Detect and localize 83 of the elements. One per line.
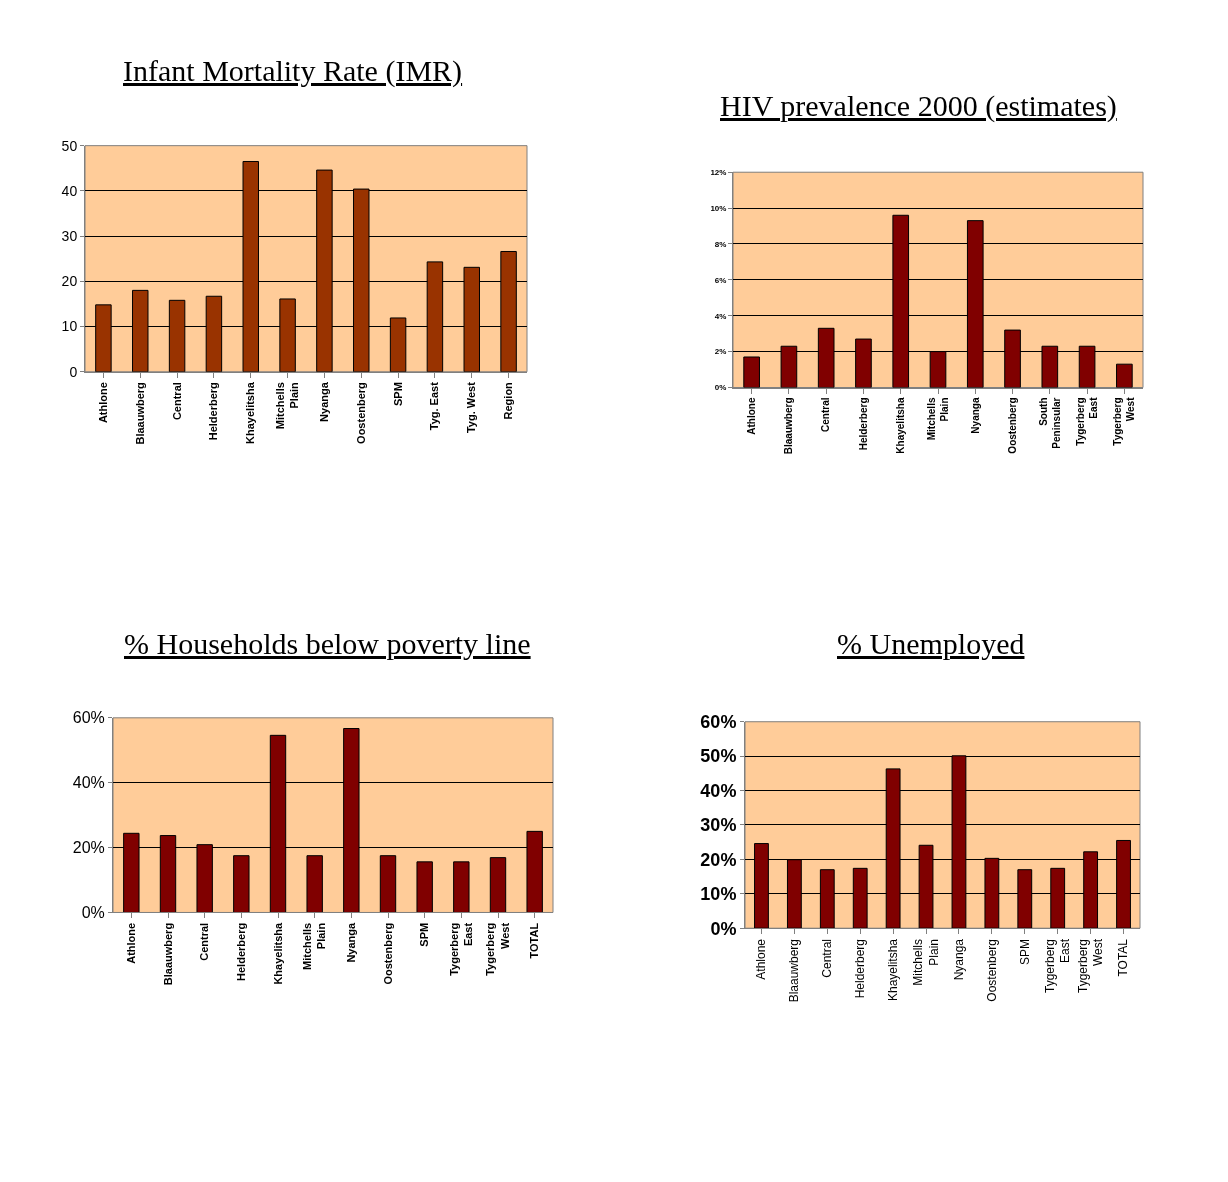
x-tick-label: Tygerberg East <box>1074 396 1099 446</box>
x-tick-label: Central <box>820 397 832 432</box>
y-tick-label: 0 <box>69 363 78 380</box>
y-tick-label: 10 <box>61 318 78 335</box>
x-tick-label: Khayelitsha <box>244 381 257 444</box>
chart-title: % Unemployed <box>837 627 1025 660</box>
x-tick-label: Helderberg <box>853 939 868 999</box>
x-tick-label: Nyanga <box>951 938 966 981</box>
x-tick-label: Blaauwberg <box>787 939 802 1003</box>
x-tick-label: Nyanga <box>344 922 357 963</box>
x-tick-label: Tyg. East <box>428 381 441 431</box>
x-tick-label: Nyanga <box>318 381 330 422</box>
x-tick-label: TOTAL <box>1116 938 1131 977</box>
x-tick-label: Athlone <box>745 397 757 435</box>
bar <box>416 861 433 913</box>
x-tick-label: Blaauwberg <box>161 922 174 986</box>
x-tick-label: Tyg. West <box>465 381 478 434</box>
y-tick-label: 0% <box>714 383 727 393</box>
chart-title: % Households below poverty line <box>124 627 531 660</box>
x-tick-label: Tygerberg West <box>484 922 511 976</box>
x-tick-label: Helderberg <box>234 922 247 981</box>
x-tick-label: Central <box>170 382 183 421</box>
x-tick-label: Athlone <box>124 922 137 964</box>
bar <box>1116 363 1133 388</box>
y-tick-label: 10% <box>710 203 727 213</box>
x-tick-label: SPM <box>1017 939 1032 966</box>
x-tick-label: Tygerberg West <box>1075 938 1106 994</box>
x-tick-label: Region <box>502 381 515 420</box>
x-tick-label: Tygerberg East <box>1042 938 1073 994</box>
x-tick-label: SPM <box>418 922 431 947</box>
bar <box>306 855 323 913</box>
x-tick-label: Tygerberg West <box>1112 396 1137 446</box>
x-tick-label: TOTAL <box>528 922 541 959</box>
x-tick-label: Khayelitsha <box>886 938 901 1002</box>
y-tick-label: 60% <box>72 709 105 727</box>
x-tick-label: Oostenberg <box>381 922 394 985</box>
bar <box>233 855 250 913</box>
x-tick-label: Oostenberg <box>1006 397 1018 454</box>
y-tick-label: 20% <box>72 839 105 857</box>
x-tick-label: Central <box>198 922 211 961</box>
bar <box>453 861 470 913</box>
y-tick-label: 60% <box>700 712 737 733</box>
x-tick-label: Athlone <box>754 938 769 980</box>
y-tick-label: 40% <box>72 774 105 792</box>
y-tick-label: 0% <box>81 904 105 922</box>
bar <box>489 857 507 913</box>
y-tick-label: 20 <box>61 273 78 290</box>
y-tick-label: 2% <box>714 347 727 357</box>
y-tick-label: 40 <box>61 182 78 199</box>
x-tick-label: SPM <box>391 382 404 407</box>
y-tick-label: 12% <box>710 168 727 178</box>
y-tick-label: 0% <box>710 918 737 939</box>
y-tick-label: 30% <box>700 815 737 836</box>
y-tick-label: 50% <box>700 746 737 767</box>
x-tick-label: Mitchells Plain <box>301 922 328 970</box>
y-tick-label: 6% <box>714 275 727 285</box>
x-tick-label: Mitchells Plain <box>274 381 301 430</box>
bar <box>379 855 397 913</box>
x-tick-label: Oostenberg <box>354 382 367 444</box>
x-tick-label: Khayelitsha <box>894 397 906 454</box>
y-tick-label: 8% <box>714 239 727 249</box>
y-tick-label: 50 <box>61 137 78 154</box>
x-tick-label: Nyanga <box>969 397 981 434</box>
x-tick-label: Tygerberg East <box>447 922 475 976</box>
y-tick-label: 4% <box>714 311 727 321</box>
x-tick-label: Oostenberg <box>984 939 999 1002</box>
y-tick-label: 30 <box>61 228 78 244</box>
x-tick-label: Helderberg <box>857 397 869 451</box>
x-tick-label: Mitchells Plain <box>925 397 950 441</box>
x-tick-label: Khayelitsha <box>271 921 284 985</box>
chart-title: HIV prevalence 2000 (estimates) <box>720 89 1117 123</box>
y-tick-label: 10% <box>700 884 737 905</box>
x-tick-label: Blaauwberg <box>783 397 795 455</box>
y-tick-label: 20% <box>700 849 737 870</box>
x-tick-label: Helderberg <box>207 382 220 441</box>
bar <box>743 356 760 388</box>
chart-title: Infant Mortality Rate (IMR) <box>123 54 463 88</box>
y-tick-label: 40% <box>700 780 737 801</box>
x-tick-label: South Peninsular <box>1037 397 1062 449</box>
x-tick-label: Mitchells Plain <box>911 939 941 986</box>
x-tick-label: Athlone <box>96 382 109 424</box>
x-tick-label: Central <box>820 939 835 978</box>
x-tick-label: Blaauwberg <box>133 382 146 445</box>
